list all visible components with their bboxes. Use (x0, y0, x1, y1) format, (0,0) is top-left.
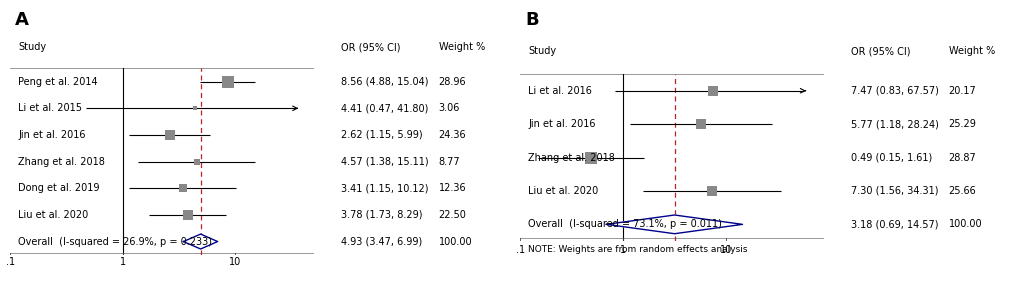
Text: OR (95% CI): OR (95% CI) (850, 46, 909, 56)
Text: Weight %: Weight % (438, 42, 484, 53)
Text: Liu et al. 2020: Liu et al. 2020 (18, 210, 89, 220)
Text: 4.41 (0.47, 41.80): 4.41 (0.47, 41.80) (340, 103, 428, 113)
Text: 20.17: 20.17 (948, 86, 975, 96)
Point (219, 80, 235, 84)
Text: .1: .1 (6, 257, 14, 267)
Text: 8.56 (4.88, 15.04): 8.56 (4.88, 15.04) (340, 77, 428, 87)
Text: 10: 10 (229, 257, 242, 267)
Text: 28.87: 28.87 (948, 153, 975, 162)
Text: OR (95% CI): OR (95% CI) (340, 42, 399, 53)
Text: 3.18 (0.69, 14.57): 3.18 (0.69, 14.57) (850, 219, 937, 229)
Text: Zhang et al. 2018: Zhang et al. 2018 (18, 156, 105, 167)
Text: Overall  (I-squared = 26.9%, p = 0.233): Overall (I-squared = 26.9%, p = 0.233) (18, 237, 212, 247)
Text: 1: 1 (620, 245, 626, 255)
Text: A: A (15, 11, 30, 29)
Point (583, 155, 599, 160)
Point (692, 122, 708, 126)
Text: B: B (525, 11, 538, 29)
Point (189, 159, 205, 164)
Text: 7.30 (1.56, 34.31): 7.30 (1.56, 34.31) (850, 186, 937, 196)
Text: 4.57 (1.38, 15.11): 4.57 (1.38, 15.11) (340, 156, 428, 167)
Text: 25.29: 25.29 (948, 119, 975, 129)
Text: Jin et al. 2016: Jin et al. 2016 (528, 119, 595, 129)
Text: Liu et al. 2020: Liu et al. 2020 (528, 186, 598, 196)
Text: 3.41 (1.15, 10.12): 3.41 (1.15, 10.12) (340, 183, 428, 193)
Text: 25.66: 25.66 (948, 186, 975, 196)
Text: 22.50: 22.50 (438, 210, 466, 220)
Text: 3.78 (1.73, 8.29): 3.78 (1.73, 8.29) (340, 210, 422, 220)
Text: Overall  (I-squared = 73.1%, p = 0.011): Overall (I-squared = 73.1%, p = 0.011) (528, 219, 721, 229)
Text: 8.77: 8.77 (438, 156, 460, 167)
Text: 3.06: 3.06 (438, 103, 460, 113)
Text: Jin et al. 2016: Jin et al. 2016 (18, 130, 86, 140)
Text: 28.96: 28.96 (438, 77, 466, 87)
Text: Li et al. 2016: Li et al. 2016 (528, 86, 592, 96)
Point (161, 133, 177, 137)
Point (703, 189, 719, 193)
Text: Weight %: Weight % (948, 46, 994, 56)
Text: Peng et al. 2014: Peng et al. 2014 (18, 77, 98, 87)
Text: 2.62 (1.15, 5.99): 2.62 (1.15, 5.99) (340, 130, 422, 140)
Text: 0.49 (0.15, 1.61): 0.49 (0.15, 1.61) (850, 153, 931, 162)
Text: Li et al. 2015: Li et al. 2015 (18, 103, 83, 113)
Point (179, 213, 196, 217)
Text: 5.77 (1.18, 28.24): 5.77 (1.18, 28.24) (850, 119, 937, 129)
Point (186, 106, 203, 110)
Text: Study: Study (18, 42, 47, 53)
Text: 12.36: 12.36 (438, 183, 466, 193)
Text: 100.00: 100.00 (948, 219, 981, 229)
Point (174, 186, 191, 191)
Text: 24.36: 24.36 (438, 130, 466, 140)
Text: 1: 1 (119, 257, 125, 267)
Text: Zhang et al. 2018: Zhang et al. 2018 (528, 153, 614, 162)
Text: NOTE: Weights are from random effects analysis: NOTE: Weights are from random effects an… (528, 245, 747, 254)
Polygon shape (183, 234, 217, 249)
Text: Dong et al. 2019: Dong et al. 2019 (18, 183, 100, 193)
Text: 7.47 (0.83, 67.57): 7.47 (0.83, 67.57) (850, 86, 937, 96)
Point (704, 89, 720, 93)
Text: 10: 10 (718, 245, 731, 255)
Text: 4.93 (3.47, 6.99): 4.93 (3.47, 6.99) (340, 237, 422, 247)
Text: 100.00: 100.00 (438, 237, 472, 247)
Polygon shape (606, 215, 742, 234)
Text: Study: Study (528, 46, 556, 56)
Text: .1: .1 (516, 245, 524, 255)
